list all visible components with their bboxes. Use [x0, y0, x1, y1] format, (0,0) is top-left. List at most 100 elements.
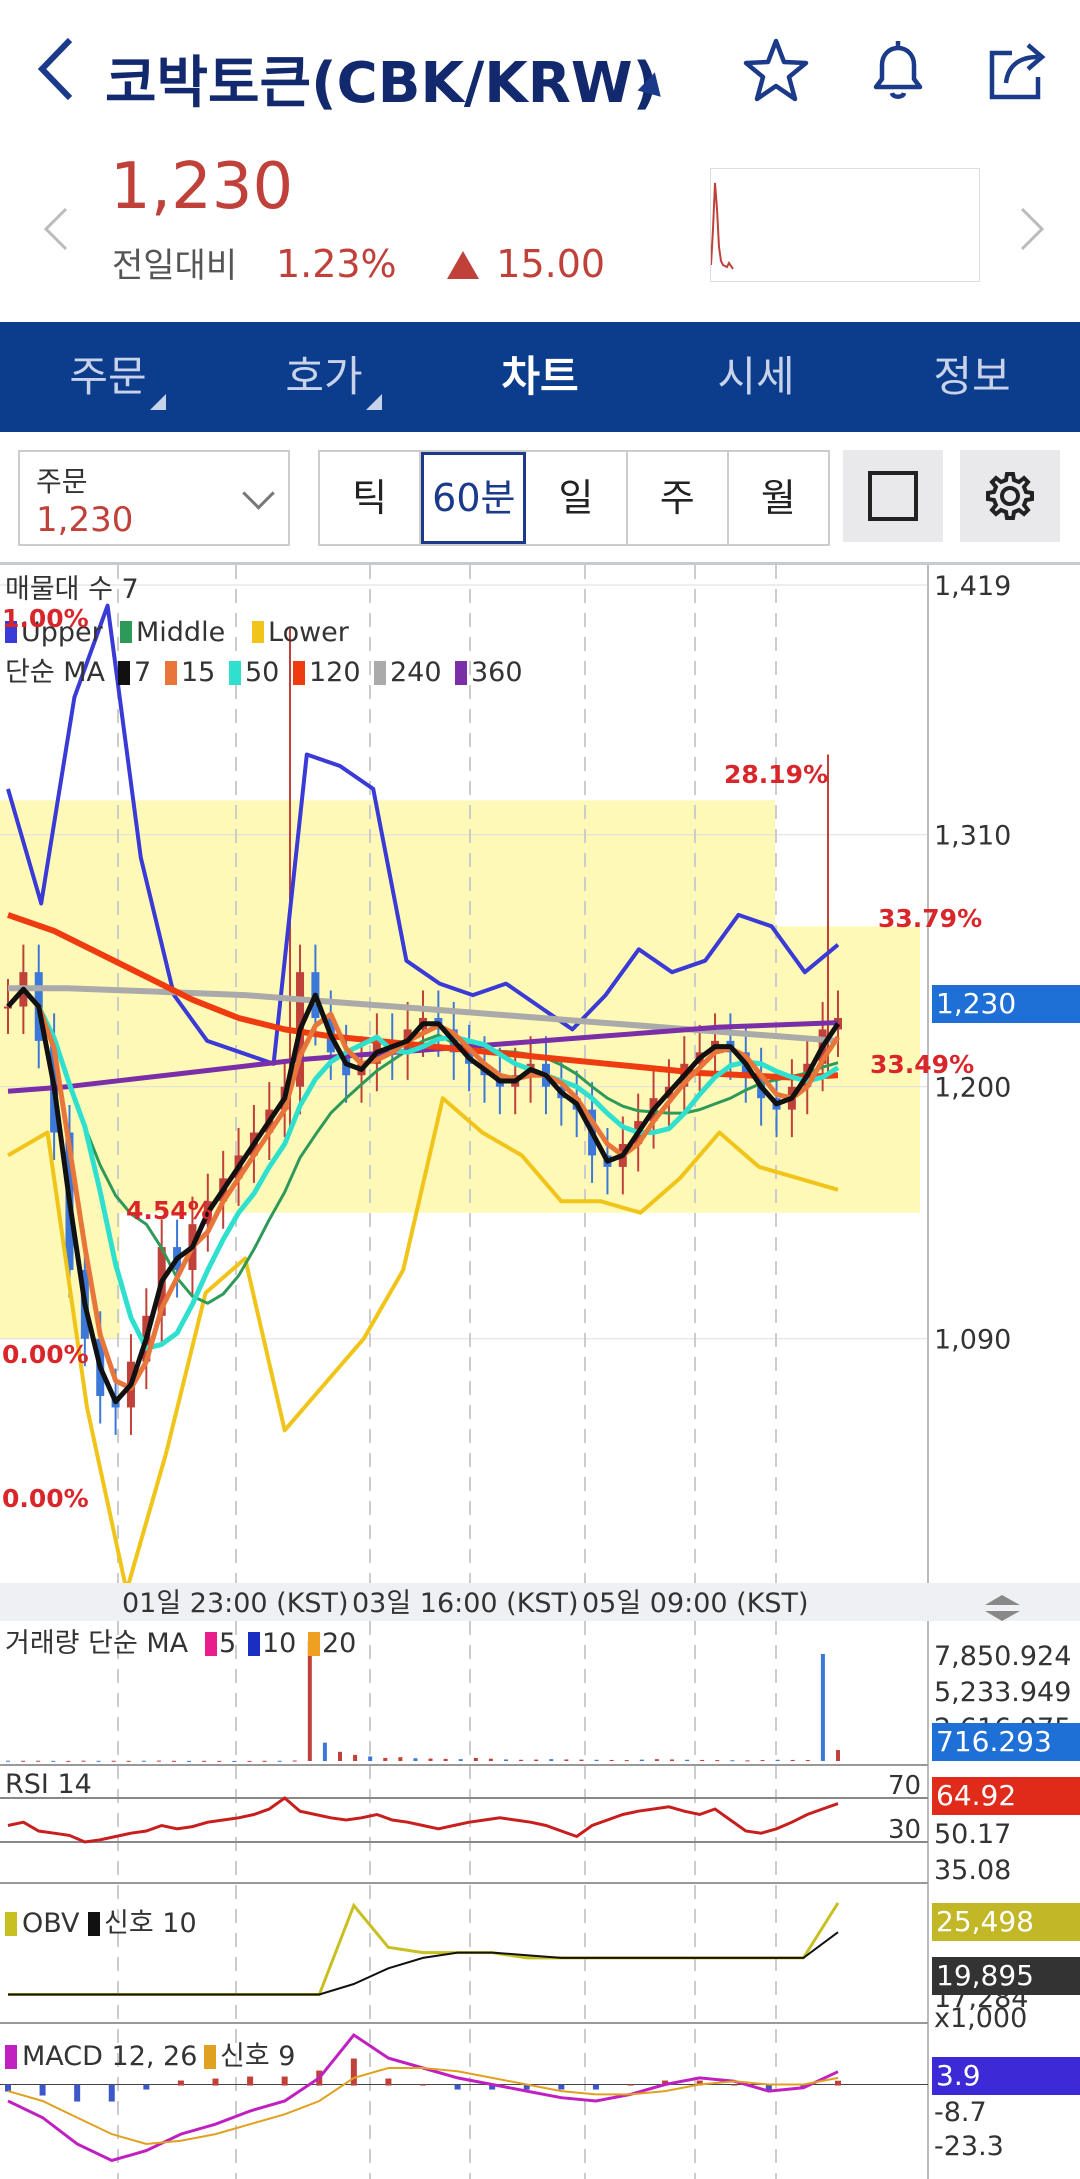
volume-bar	[156, 1760, 161, 1762]
gear-icon	[986, 472, 1034, 520]
legend-label: Lower	[268, 617, 350, 648]
page-title[interactable]: 코박토큰(CBK/KRW)	[105, 51, 659, 116]
legend-label: Middle	[136, 617, 225, 648]
volume-tick-label: 7,850.924	[934, 1641, 1071, 1672]
volume-pane: 거래량 단순 MA510207,850.9245,233.9492,616.97…	[0, 1628, 1080, 1766]
period-selector: 틱 60분 일 주 월	[318, 450, 830, 546]
ma7-line	[6, 986, 841, 1405]
volume-bar	[745, 1760, 750, 1762]
volume-bar	[187, 1760, 192, 1762]
macd-pane: MACD 12, 26 신호 9 3.9 -8.7-23.3	[0, 2032, 1080, 2163]
legend-swatch	[205, 1632, 217, 1656]
volume-bar	[458, 1759, 463, 1761]
volume-bar	[609, 1759, 614, 1761]
bell-icon[interactable]	[862, 35, 934, 107]
rsi-value-tag	[932, 1777, 1080, 1815]
macd-histogram-bar	[454, 2084, 461, 2090]
order-select[interactable]: 주문 1,230	[18, 450, 290, 546]
legend-swatch	[229, 661, 241, 685]
volume-bar	[670, 1759, 674, 1761]
period-month-button[interactable]: 월	[760, 476, 796, 520]
ma360-line	[7, 1020, 839, 1094]
axis-toggle-icon[interactable]	[985, 1595, 1020, 1621]
chevron-right-icon	[1020, 207, 1045, 251]
chart-annotation: 33.79%	[878, 904, 982, 933]
macd-histogram-bar	[350, 2058, 357, 2086]
next-item-button[interactable]	[1018, 205, 1046, 264]
legend-swatch	[455, 661, 467, 685]
macd-histogram-bar	[74, 2084, 81, 2102]
legend-swatch	[118, 661, 130, 685]
volume-bar	[685, 1759, 690, 1761]
ma50-line	[6, 986, 840, 1351]
volume-bar	[639, 1759, 644, 1761]
share-icon[interactable]	[982, 35, 1054, 107]
volume-bar	[111, 1760, 116, 1762]
period-tick-button[interactable]: 틱	[320, 452, 422, 544]
volume-bar	[820, 1654, 825, 1761]
chart-annotation: 33.49%	[870, 1050, 974, 1079]
chart-annotation: 4.54%	[126, 1196, 213, 1225]
time-tick-label: 05일 09:00 (KST)	[582, 1588, 809, 1619]
volume-bar	[81, 1760, 86, 1762]
main-tabs: 주문 호가 차트 시세 정보	[0, 322, 1080, 432]
legend-label: 20	[322, 1628, 356, 1659]
macd-histogram-bar	[731, 2084, 738, 2086]
tab-orderbook[interactable]: 호가	[216, 322, 432, 432]
volume-bar	[172, 1760, 176, 1762]
period-week-button[interactable]: 주	[628, 452, 729, 544]
period-60min-button[interactable]: 60분	[421, 452, 527, 544]
chart-annotations: 1.00% 28.19% 33.79% 33.49% 4.54% 0.00% 0.00%	[2, 604, 982, 1513]
up-arrow-icon	[447, 251, 480, 279]
period-day-button[interactable]: 일	[526, 452, 628, 544]
ma15-line	[6, 986, 841, 1391]
tab-order[interactable]: 주문	[0, 322, 216, 432]
legend-label: 360	[471, 657, 523, 688]
macd-histogram-bar	[177, 2080, 184, 2086]
legend-swatch	[252, 621, 264, 643]
volume-bar	[353, 1754, 358, 1761]
volume-bar	[21, 1760, 26, 1762]
back-button[interactable]	[36, 34, 76, 115]
legend-swatch	[204, 2045, 216, 2069]
order-value: 1,230	[36, 500, 134, 540]
volume-bar	[579, 1759, 584, 1761]
volume-bar	[368, 1756, 373, 1761]
chevron-left-icon	[43, 207, 68, 251]
volume-pane-title: 거래량 단순 MA	[5, 1628, 189, 1659]
obv-signal-tag	[932, 1957, 1080, 1995]
tab-chart[interactable]: 차트	[432, 322, 648, 432]
macd-value-tag	[932, 2057, 1080, 2095]
candle-body	[4, 1006, 12, 1009]
tab-info[interactable]: 정보	[864, 322, 1080, 432]
prev-item-button[interactable]	[42, 205, 70, 264]
volume-bar	[262, 1760, 267, 1762]
volume-bar	[202, 1760, 207, 1762]
volume-profile-band	[0, 926, 920, 1213]
volume-value-tag-label: 716.293	[936, 1725, 1052, 1758]
volume-bar	[488, 1758, 493, 1761]
macd-histogram-bar	[39, 2084, 46, 2096]
obv-value-tag-label: 25,498	[936, 1905, 1034, 1938]
volume-bar	[413, 1758, 418, 1761]
menu-corner-icon	[150, 394, 166, 410]
chart-annotation: 28.19%	[724, 760, 828, 789]
tab-label: 주문	[69, 352, 147, 401]
chart-legend: Upper Middle Lower 단순 MA 7 15 50 120 240 360	[5, 617, 523, 688]
volume-bar	[549, 1759, 554, 1761]
drawing-mode-button[interactable]	[843, 450, 943, 542]
volume-bar	[398, 1757, 403, 1761]
legend-swatch	[248, 1632, 260, 1656]
volume-bar	[383, 1757, 388, 1761]
obv-value-tag	[932, 1903, 1080, 1941]
chart-annotation: 0.00%	[2, 1484, 89, 1513]
rsi-tick-label: 50.17	[934, 1819, 1011, 1850]
price-tick-label: 1,419	[934, 571, 1011, 602]
legend-swatch	[374, 661, 386, 685]
chart-settings-button[interactable]	[960, 450, 1060, 542]
star-icon[interactable]	[740, 35, 812, 107]
macd-histogram-bar	[696, 2080, 703, 2086]
rsi-value-tag-label: 64.92	[936, 1779, 1016, 1812]
tab-quotes[interactable]: 시세	[648, 322, 864, 432]
